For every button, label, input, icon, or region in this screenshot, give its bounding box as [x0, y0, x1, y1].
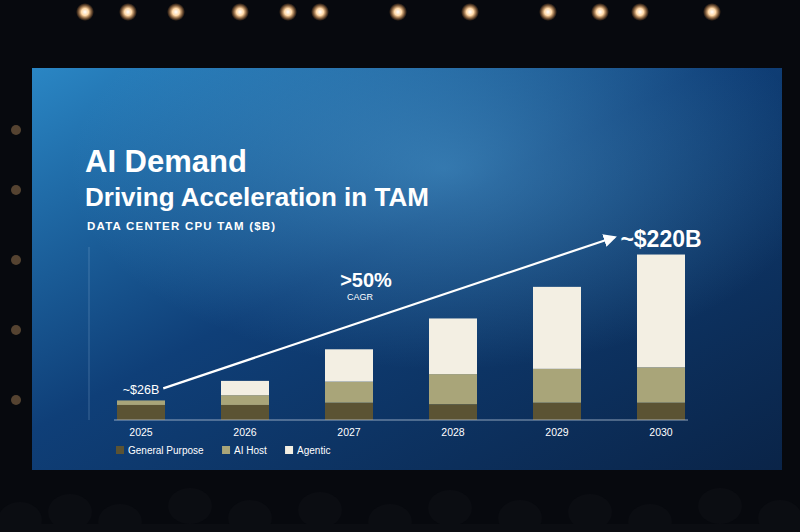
- stage-light: [119, 3, 137, 21]
- category-label: 2028: [441, 426, 465, 438]
- total-annotation: ~$26B: [123, 383, 160, 397]
- legend-swatch: [116, 446, 124, 454]
- stage-light: [591, 3, 609, 21]
- bar-segment: [637, 403, 685, 420]
- stage-light: [631, 3, 649, 21]
- stage-light: [167, 3, 185, 21]
- subtitle: Driving Acceleration in TAM: [85, 182, 429, 212]
- side-light: [11, 325, 21, 335]
- category-label: 2027: [337, 426, 361, 438]
- legend-label: General Purpose: [128, 445, 204, 456]
- bar-segment: [429, 374, 477, 404]
- legend-swatch: [285, 446, 293, 454]
- bar-segment: [117, 400, 165, 405]
- screen: [32, 68, 782, 470]
- side-light: [11, 255, 21, 265]
- bar-segment: [325, 382, 373, 403]
- bar-segment: [637, 255, 685, 368]
- stage-light: [279, 3, 297, 21]
- stage-light: [703, 3, 721, 21]
- bar-segment: [117, 400, 165, 401]
- bar-segment: [117, 405, 165, 420]
- cagr-label: CAGR: [347, 292, 374, 302]
- side-light: [11, 185, 21, 195]
- bar-segment: [221, 381, 269, 395]
- category-label: 2029: [545, 426, 569, 438]
- stage-light: [461, 3, 479, 21]
- audience-head: [168, 488, 212, 524]
- stage-light: [389, 3, 407, 21]
- category-label: 2026: [233, 426, 257, 438]
- legend-label: AI Host: [234, 445, 267, 456]
- screen-glow: [32, 68, 782, 470]
- total-annotation: ~$220B: [620, 226, 701, 252]
- side-light: [11, 395, 21, 405]
- audience-row: [0, 524, 800, 532]
- cagr-arrow: [163, 237, 614, 388]
- category-label: 2030: [649, 426, 673, 438]
- y-axis-line: [89, 247, 90, 420]
- audience-head: [428, 490, 472, 526]
- bar-segment: [325, 349, 373, 381]
- bar-segment: [533, 369, 581, 403]
- category-label: 2025: [129, 426, 153, 438]
- bar-segment: [325, 403, 373, 420]
- stage-light: [539, 3, 557, 21]
- side-light: [11, 125, 21, 135]
- stage-light: [311, 3, 329, 21]
- audience-head: [698, 488, 742, 524]
- bars: [117, 255, 685, 420]
- stage: [0, 0, 800, 532]
- bar-segment: [533, 287, 581, 369]
- legend-swatch: [222, 446, 230, 454]
- stage-light: [76, 3, 94, 21]
- bar-segment: [533, 403, 581, 420]
- audience-head: [298, 492, 342, 528]
- title: AI Demand: [85, 144, 247, 179]
- legend-label: Agentic: [297, 445, 330, 456]
- bar-segment: [221, 405, 269, 420]
- stage-light: [231, 3, 249, 21]
- cagr-value: >50%: [340, 269, 392, 291]
- chart-root: AI DemandDriving Acceleration in TAM DATA…: [0, 0, 800, 532]
- bar-segment: [637, 367, 685, 402]
- bar-segment: [221, 395, 269, 405]
- bar-segment: [429, 404, 477, 420]
- axis-title: DATA CENTER CPU TAM ($B): [87, 220, 276, 232]
- baseline: [114, 420, 688, 421]
- bar-segment: [429, 318, 477, 374]
